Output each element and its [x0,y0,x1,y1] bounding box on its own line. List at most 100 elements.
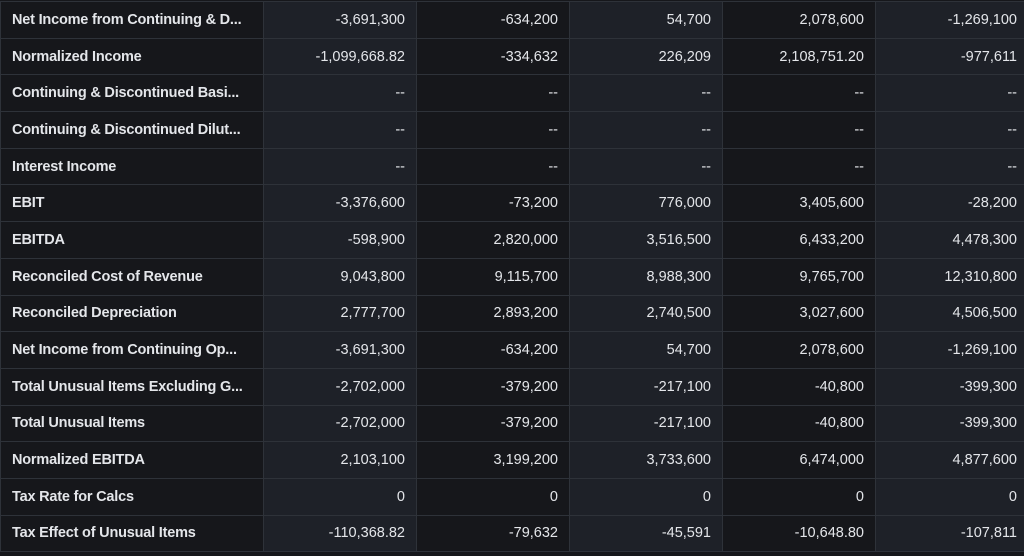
value-cell: -- [416,74,570,113]
row-label: Total Unusual Items Excluding G... [0,367,264,406]
value-cell: -28,200 [875,184,1024,223]
value-cell: 2,820,000 [416,221,570,259]
value-cell: -3,691,300 [263,331,417,369]
value-cell: -40,800 [722,404,876,443]
value-cell: -110,368.82 [263,514,417,553]
value-cell: 2,078,600 [722,331,876,369]
value-cell: 3,027,600 [722,294,876,333]
value-cell: -- [416,111,570,149]
value-cell: -399,300 [875,404,1024,443]
value-cell: 4,506,500 [875,294,1024,333]
row-label: Net Income from Continuing & D... [0,1,264,39]
table-row: Total Unusual Items -2,702,000 -379,200 -21… [0,404,1024,443]
table-row: EBITDA -598,900 2,820,000 3,516,500 6,433,20… [0,221,1024,259]
value-cell: -- [875,147,1024,186]
table-row: Interest Income -- -- -- -- -- [0,147,1024,186]
value-cell: -399,300 [875,367,1024,406]
value-cell: -977,611 [875,37,1024,76]
value-cell: -634,200 [416,331,570,369]
value-cell: 9,115,700 [416,257,570,296]
value-cell: -3,691,300 [263,1,417,39]
value-cell: -2,702,000 [263,367,417,406]
value-cell: -634,200 [416,1,570,39]
value-cell: 8,988,300 [569,257,723,296]
value-cell: 0 [875,477,1024,516]
value-cell: 0 [416,477,570,516]
value-cell: -- [569,74,723,113]
value-cell: -- [569,147,723,186]
row-label: Tax Rate for Calcs [0,477,264,516]
value-cell: 4,877,600 [875,441,1024,479]
table-row: Continuing & Discontinued Basi... -- -- -- -… [0,74,1024,113]
value-cell: -217,100 [569,404,723,443]
row-label: Normalized EBITDA [0,441,264,479]
value-cell: 3,733,600 [569,441,723,479]
value-cell: 2,740,500 [569,294,723,333]
value-cell: -379,200 [416,404,570,443]
value-cell: 2,893,200 [416,294,570,333]
table-row: Reconciled Cost of Revenue 9,043,800 9,115… [0,257,1024,296]
row-label: EBITDA [0,221,264,259]
row-label: Continuing & Discontinued Dilut... [0,111,264,149]
value-cell: 776,000 [569,184,723,223]
row-label: Reconciled Depreciation [0,294,264,333]
row-label: Tax Effect of Unusual Items [0,514,264,553]
table-row: Net Income from Continuing & D... -3,691,… [0,1,1024,39]
value-cell: 9,765,700 [722,257,876,296]
value-cell: 2,078,600 [722,1,876,39]
value-cell: 54,700 [569,331,723,369]
value-cell: -2,702,000 [263,404,417,443]
value-cell: -79,632 [416,514,570,553]
value-cell: 2,103,100 [263,441,417,479]
table-row: Normalized Income -1,099,668.82 -334,632 22… [0,37,1024,76]
value-cell: 9,043,800 [263,257,417,296]
value-cell: -3,376,600 [263,184,417,223]
value-cell: -217,100 [569,367,723,406]
table-row: Normalized EBITDA 2,103,100 3,199,200 3,733… [0,441,1024,479]
value-cell: -598,900 [263,221,417,259]
table-row: Total Unusual Items Excluding G... -2,702… [0,367,1024,406]
value-cell: 2,777,700 [263,294,417,333]
value-cell: 4,478,300 [875,221,1024,259]
value-cell: -- [875,111,1024,149]
value-cell: -40,800 [722,367,876,406]
value-cell: -107,811 [875,514,1024,553]
value-cell: -10,648.80 [722,514,876,553]
row-label: Net Income from Continuing Op... [0,331,264,369]
row-label: Total Unusual Items [0,404,264,443]
table-row: Tax Effect of Unusual Items -110,368.82 -7… [0,514,1024,553]
value-cell: -- [722,111,876,149]
table-row: Continuing & Discontinued Dilut... -- -- --… [0,111,1024,149]
value-cell: -- [722,147,876,186]
value-cell: -379,200 [416,367,570,406]
row-label: Continuing & Discontinued Basi... [0,74,264,113]
value-cell: -- [569,111,723,149]
value-cell: 3,199,200 [416,441,570,479]
value-cell: 3,516,500 [569,221,723,259]
value-cell: -- [722,74,876,113]
value-cell: 2,108,751.20 [722,37,876,76]
value-cell: 54,700 [569,1,723,39]
table-row: Reconciled Depreciation 2,777,700 2,893,20… [0,294,1024,333]
value-cell: -- [263,74,417,113]
value-cell: -1,099,668.82 [263,37,417,76]
row-label: Normalized Income [0,37,264,76]
row-label: Reconciled Cost of Revenue [0,257,264,296]
value-cell: 6,474,000 [722,441,876,479]
value-cell: 0 [263,477,417,516]
value-cell: 0 [722,477,876,516]
value-cell: -73,200 [416,184,570,223]
table-row: EBIT -3,376,600 -73,200 776,000 3,405,600 -28… [0,184,1024,223]
table-row: Tax Rate for Calcs 0 0 0 0 0 [0,477,1024,516]
value-cell: -- [416,147,570,186]
row-label: EBIT [0,184,264,223]
value-cell: 6,433,200 [722,221,876,259]
value-cell: -- [263,147,417,186]
value-cell: 12,310,800 [875,257,1024,296]
value-cell: -45,591 [569,514,723,553]
value-cell: -334,632 [416,37,570,76]
value-cell: -- [875,74,1024,113]
value-cell: 0 [569,477,723,516]
value-cell: -1,269,100 [875,1,1024,39]
